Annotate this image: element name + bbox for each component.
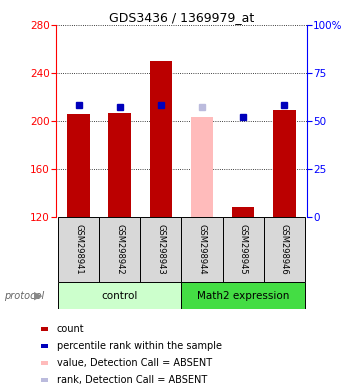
Bar [41,327,48,331]
Text: GSM298946: GSM298946 [280,224,289,275]
Text: ▶: ▶ [34,291,42,301]
Bar [58,282,182,309]
Bar [182,217,222,282]
Text: Math2 expression: Math2 expression [197,291,289,301]
Text: GSM298944: GSM298944 [197,224,206,275]
Text: value, Detection Call = ABSENT: value, Detection Call = ABSENT [57,358,212,368]
Bar [232,207,255,217]
Text: GSM298941: GSM298941 [74,224,83,275]
Text: GSM298942: GSM298942 [115,224,124,275]
Bar [41,344,48,348]
Text: GSM298943: GSM298943 [156,224,165,275]
Title: GDS3436 / 1369979_at: GDS3436 / 1369979_at [109,11,254,24]
Text: GSM298945: GSM298945 [239,224,248,275]
Bar [67,114,90,217]
Bar [58,217,99,282]
Bar [222,217,264,282]
Bar [108,113,131,217]
Bar [182,282,305,309]
Text: protocol: protocol [4,291,44,301]
Bar [191,118,213,217]
Bar [41,361,48,365]
Bar [140,217,182,282]
Bar [41,378,48,382]
Text: percentile rank within the sample: percentile rank within the sample [57,341,222,351]
Text: count: count [57,324,84,334]
Text: control: control [101,291,138,301]
Bar [273,110,296,217]
Bar [149,61,172,217]
Bar [99,217,140,282]
Text: rank, Detection Call = ABSENT: rank, Detection Call = ABSENT [57,375,207,384]
Bar [264,217,305,282]
